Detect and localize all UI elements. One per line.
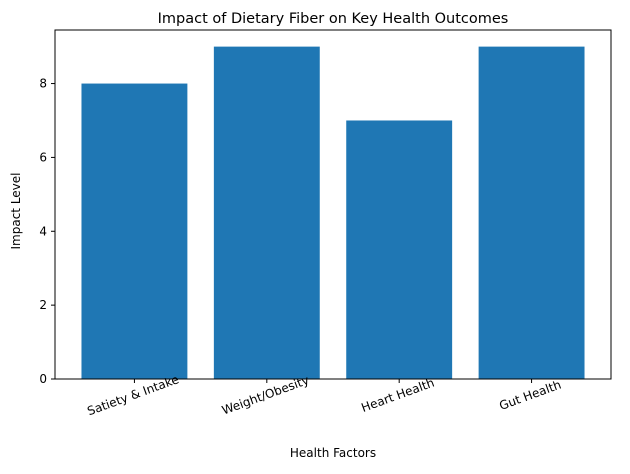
y-tick-label-0: 0 [39, 372, 47, 386]
plot-frame [54, 29, 612, 380]
y-axis-label: Impact Level [9, 173, 23, 250]
y-tick-label-2: 4 [39, 224, 47, 238]
y-tick-label-4: 8 [39, 77, 47, 91]
x-axis-label: Health Factors [290, 446, 376, 460]
bars [81, 46, 585, 380]
y-axis-ticks: 0 2 4 6 8 [39, 77, 55, 386]
bar-1 [213, 46, 320, 380]
bar-3 [478, 46, 585, 380]
chart-title: Impact of Dietary Fiber on Key Health Ou… [158, 11, 509, 27]
x-tick-label-2: Heart Health [359, 376, 436, 415]
bar-0 [81, 83, 188, 380]
x-tick-label-1: Weight/Obesity [220, 373, 311, 418]
y-tick-label-1: 2 [39, 298, 47, 312]
y-tick-label-3: 6 [39, 150, 47, 164]
bar-2 [346, 120, 453, 379]
x-tick-label-3: Gut Health [497, 378, 563, 413]
